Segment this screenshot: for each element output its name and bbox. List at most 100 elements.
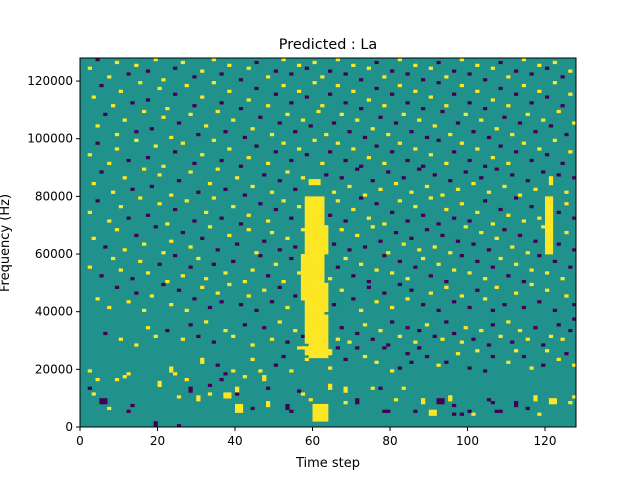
heatmap-cell — [521, 305, 526, 310]
heatmap-cell — [428, 95, 433, 99]
heatmap-cell — [308, 288, 313, 292]
heatmap-cell — [521, 219, 526, 223]
heatmap-cell — [328, 386, 333, 390]
heatmap-cell — [320, 291, 325, 295]
heatmap-cell — [568, 92, 573, 96]
heatmap-cell — [455, 239, 461, 243]
heatmap-cell — [304, 216, 309, 220]
heatmap-cell — [440, 193, 445, 197]
heatmap-cell — [421, 401, 426, 405]
heatmap-cell — [320, 297, 325, 301]
heatmap-cell — [153, 421, 158, 425]
heatmap-cell — [471, 130, 476, 134]
heatmap-cell — [324, 340, 329, 344]
heatmap-cell — [444, 320, 449, 324]
heatmap-cell — [393, 181, 399, 186]
heatmap-cell — [316, 222, 321, 226]
heatmap-cell — [417, 346, 422, 350]
heatmap-cell — [114, 147, 120, 151]
heatmap-cell — [304, 337, 309, 341]
heatmap-cell — [320, 277, 325, 281]
heatmap-cell — [440, 398, 445, 402]
heatmap-cell — [463, 326, 468, 330]
heatmap-cell — [521, 58, 526, 62]
heatmap-cell — [258, 254, 263, 258]
heatmap-cell — [300, 288, 306, 292]
heatmap-cell — [390, 369, 395, 373]
heatmap-cell — [138, 259, 143, 264]
heatmap-cell — [568, 150, 573, 154]
heatmap-cell — [401, 176, 406, 180]
heatmap-cell — [440, 401, 445, 405]
heatmap-cell — [401, 112, 406, 116]
heatmap-cell — [335, 199, 340, 203]
heatmap-cell — [552, 60, 557, 65]
heatmap-cell — [374, 360, 379, 364]
heatmap-cell — [285, 406, 290, 411]
heatmap-cell — [351, 297, 356, 301]
heatmap-cell — [548, 181, 554, 186]
heatmap-cell — [335, 265, 340, 269]
heatmap-cell — [444, 279, 449, 284]
heatmap-cell — [99, 83, 104, 88]
heatmap-cell — [300, 392, 306, 396]
heatmap-cell — [196, 190, 201, 194]
heatmap-cell — [114, 285, 120, 289]
heatmap-cell — [324, 326, 329, 330]
heatmap-cell — [475, 349, 480, 353]
heatmap-cell — [308, 352, 313, 356]
heatmap-cell — [316, 216, 321, 220]
heatmap-cell — [498, 60, 503, 65]
axis-tick-labels: 0 20 40 60 80 100 120 0 20000 40000 60000 80000 1000… — [27, 74, 556, 448]
heatmap-cell — [316, 352, 321, 356]
heatmap-cell — [312, 268, 317, 272]
plot-frame — [79, 57, 577, 428]
heatmap-cell — [440, 233, 445, 238]
heatmap-cell — [312, 343, 317, 347]
heatmap-cell — [308, 181, 313, 186]
heatmap-cell — [312, 334, 317, 338]
heatmap-cell — [548, 199, 554, 203]
heatmap-cell — [281, 199, 286, 203]
heatmap-cell — [374, 300, 379, 304]
heatmap-cell — [312, 254, 317, 258]
heatmap-cell — [316, 248, 321, 252]
heatmap-cell — [413, 89, 418, 93]
heatmap-cell — [126, 158, 131, 163]
heatmap-cell — [231, 118, 236, 122]
heatmap-cell — [312, 300, 317, 304]
heatmap-cell — [316, 251, 321, 255]
heatmap-cell — [572, 216, 577, 220]
heatmap-cell — [316, 311, 321, 315]
heatmap-cell — [316, 242, 321, 246]
heatmap-cell — [335, 83, 340, 88]
x-tick-label: 60 — [305, 434, 320, 448]
heatmap-cell — [316, 196, 321, 200]
heatmap-cell — [347, 340, 352, 344]
heatmap-cell — [316, 331, 321, 336]
heatmap-cell — [506, 360, 511, 364]
heatmap-cell — [320, 294, 325, 298]
heatmap-cell — [304, 294, 309, 298]
heatmap-cell — [304, 282, 309, 287]
heatmap-cell — [316, 274, 321, 278]
heatmap-cell — [304, 207, 309, 212]
heatmap-cell — [355, 118, 360, 122]
heatmap-cell — [320, 265, 325, 269]
heatmap-cell — [324, 415, 329, 419]
heatmap-cell — [331, 303, 337, 307]
heatmap-cell — [366, 66, 371, 70]
heatmap-cell — [436, 363, 441, 367]
heatmap-cell — [262, 377, 267, 382]
heatmap-cell — [308, 354, 313, 359]
heatmap-cell — [215, 248, 220, 252]
heatmap-cell — [316, 279, 321, 284]
heatmap-cell — [572, 248, 577, 252]
heatmap-cell — [324, 343, 329, 347]
heatmap-cell — [545, 153, 550, 157]
heatmap-cell — [114, 132, 120, 137]
heatmap-cell — [366, 216, 371, 220]
heatmap-cell — [386, 132, 391, 137]
heatmap-cell — [335, 346, 340, 350]
heatmap-cell — [405, 352, 410, 356]
